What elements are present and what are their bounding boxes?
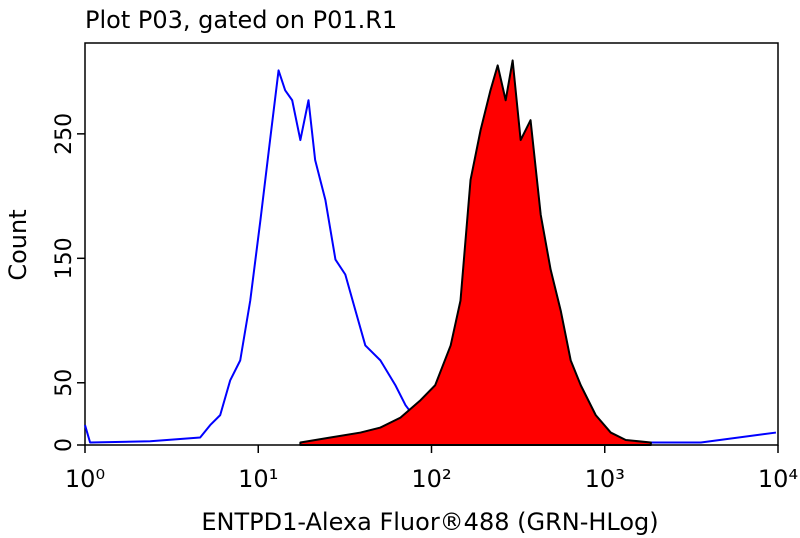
x-tick-label: 10³ bbox=[585, 465, 625, 493]
y-tick-label: 150 bbox=[52, 237, 77, 279]
x-tick-label: 10⁰ bbox=[65, 465, 105, 493]
y-tick-label: 250 bbox=[52, 113, 77, 155]
x-tick-label: 10¹ bbox=[238, 465, 278, 493]
plot-frame bbox=[84, 42, 779, 446]
x-tick-label: 10² bbox=[411, 465, 451, 493]
outline-histogram bbox=[84, 69, 777, 444]
x-tick-label: 10⁴ bbox=[758, 465, 798, 493]
y-axis-label: Count bbox=[4, 209, 32, 280]
filled-histogram bbox=[299, 59, 652, 446]
y-tick-label: 0 bbox=[52, 438, 77, 452]
chart-title: Plot P03, gated on P01.R1 bbox=[85, 6, 397, 34]
y-tick-label: 50 bbox=[52, 369, 77, 397]
x-axis-label: ENTPD1-Alexa Fluor®488 (GRN-HLog) bbox=[201, 508, 658, 536]
